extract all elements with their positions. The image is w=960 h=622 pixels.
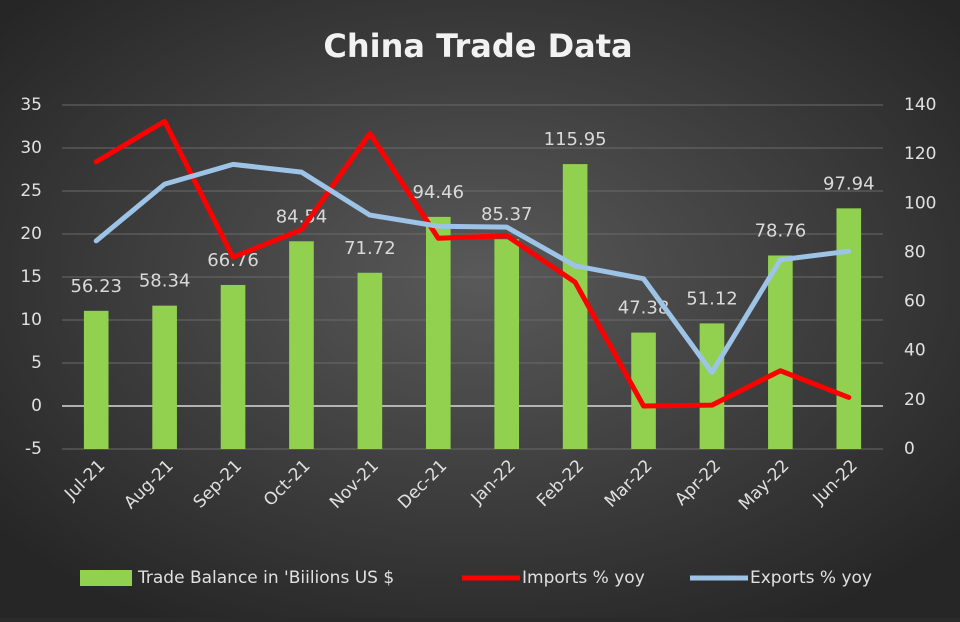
data-label: 78.76 <box>755 220 807 241</box>
legend-label: Trade Balance in 'Biilions US $ <box>137 568 394 588</box>
data-label: 66.76 <box>207 250 259 271</box>
legend-label: Imports % yoy <box>522 568 645 588</box>
bar <box>494 239 520 449</box>
bar <box>220 284 246 449</box>
chart-title: China Trade Data <box>323 27 632 65</box>
bar <box>357 272 383 449</box>
bar <box>768 255 793 449</box>
y2-tick-label: 60 <box>904 292 926 312</box>
data-label: 51.12 <box>686 288 738 309</box>
legend-label: Exports % yoy <box>750 568 872 588</box>
data-label: 97.94 <box>823 173 875 194</box>
y2-tick-label: 0 <box>904 439 915 459</box>
line <box>93 161 852 375</box>
data-label: 71.72 <box>344 238 396 259</box>
line <box>93 118 852 409</box>
bar <box>836 208 862 449</box>
y-tick-label: 0 <box>31 396 42 416</box>
y-tick-label: 10 <box>20 310 42 330</box>
data-label: 47.38 <box>618 298 670 319</box>
data-label: 84.54 <box>276 206 328 227</box>
data-label: 58.34 <box>139 271 191 292</box>
data-label: 115.95 <box>544 129 607 150</box>
y2-tick-label: 40 <box>904 341 926 361</box>
bar <box>83 310 109 449</box>
y-tick-label: 25 <box>20 181 42 201</box>
bar <box>152 305 177 449</box>
y-tick-label: 35 <box>20 95 42 115</box>
y2-tick-label: 120 <box>904 144 936 164</box>
y-tick-label: 5 <box>31 353 42 373</box>
y-tick-label: -5 <box>25 439 42 459</box>
bar <box>425 216 451 449</box>
bar <box>289 241 314 449</box>
y2-tick-label: 20 <box>904 390 926 410</box>
y-tick-label: 15 <box>20 267 42 287</box>
data-label: 56.23 <box>70 276 122 297</box>
y-tick-label: 20 <box>20 224 42 244</box>
data-label: 85.37 <box>481 204 533 225</box>
legend-swatch <box>80 570 132 586</box>
y-tick-label: 30 <box>20 138 42 158</box>
y2-tick-label: 100 <box>904 193 936 213</box>
data-label: 94.46 <box>413 182 465 203</box>
bar <box>699 323 725 449</box>
bar <box>562 164 588 449</box>
y2-tick-label: 80 <box>904 242 926 262</box>
y2-tick-label: 140 <box>904 95 936 115</box>
